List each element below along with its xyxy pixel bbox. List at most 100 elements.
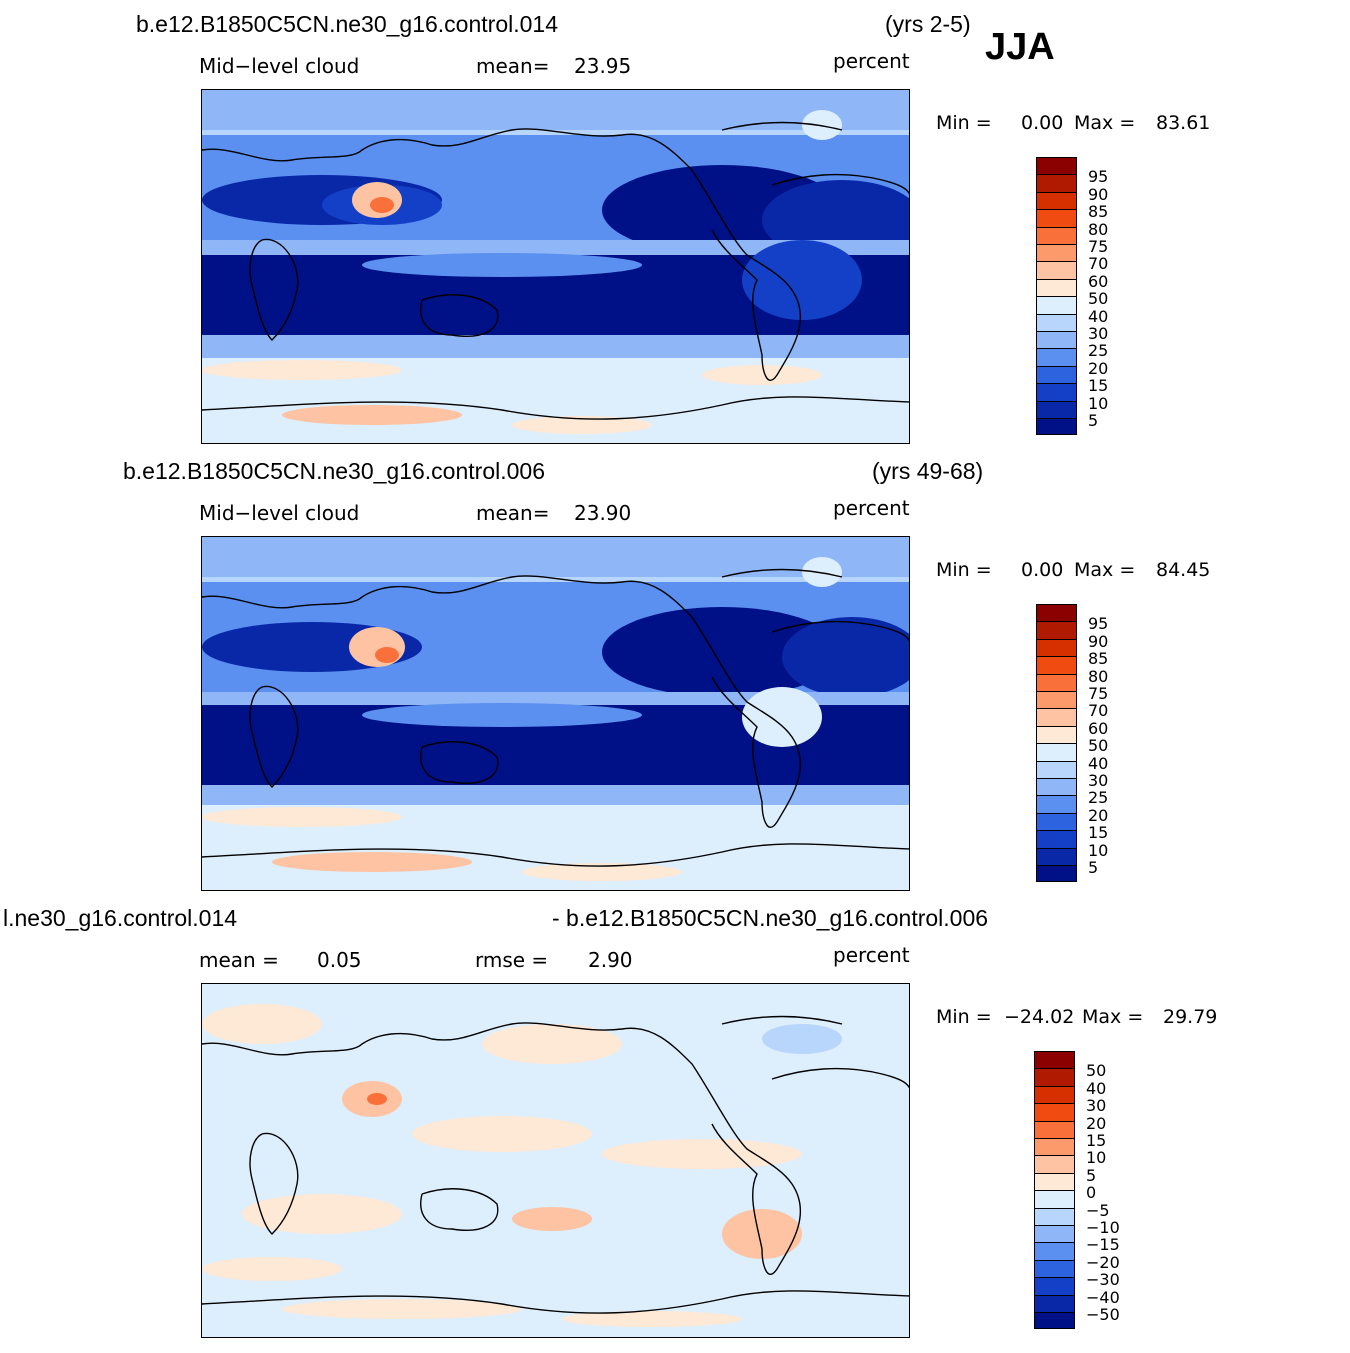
colorbar-box [1036, 174, 1076, 192]
colorbar-label: −10 [1086, 1218, 1120, 1237]
colorbar-label: −50 [1086, 1305, 1120, 1324]
colorbar-label: 50 [1088, 289, 1109, 309]
colorbar-label: 25 [1088, 341, 1109, 361]
panel3-mean-label: mean = [199, 948, 279, 972]
colorbar-box [1036, 418, 1076, 436]
colorbar-label: 30 [1088, 771, 1109, 790]
colorbar-label: −30 [1086, 1270, 1120, 1290]
colorbar-box [1034, 1190, 1074, 1208]
colorbar-label: 50 [1088, 736, 1109, 756]
panel3-diff-case: - b.e12.B1850C5CN.ne30_g16.control.006 [552, 905, 989, 931]
colorbar-label: 15 [1088, 376, 1109, 396]
colorbar-box [1036, 365, 1076, 384]
colorbar-box [1036, 865, 1076, 883]
colorbar-box [1036, 296, 1076, 314]
colorbar-label: 15 [1086, 1131, 1107, 1150]
colorbar-box [1036, 725, 1076, 744]
colorbar-box [1036, 760, 1076, 778]
colorbar-label: 85 [1088, 202, 1109, 222]
colorbar-box [1036, 778, 1076, 796]
colorbar-label: 0 [1086, 1183, 1097, 1203]
panel1-units: percent [833, 49, 910, 73]
colorbar-box [1034, 1225, 1074, 1243]
colorbar-label: 40 [1088, 753, 1109, 773]
panel2-max-label: Max = [1074, 559, 1136, 581]
colorbar-box [1034, 1120, 1074, 1138]
colorbar-box [1034, 1294, 1074, 1312]
colorbar-box [1036, 226, 1076, 244]
panel1-mean-label: mean= [476, 54, 550, 78]
panel3-units: percent [833, 943, 910, 967]
panel1-case-name: b.e12.B1850C5CN.ne30_g16.control.014 [136, 11, 558, 37]
panel3-max-value: 29.79 [1163, 1006, 1218, 1028]
colorbar-box [1036, 812, 1076, 831]
colorbar-label: 20 [1086, 1113, 1107, 1133]
colorbar-box [1034, 1155, 1074, 1173]
panel2-colorbar: 95 90 85 80 75 70 60 50 40 30 25 20 15 10 5 [1036, 604, 1108, 883]
colorbar-box [1036, 708, 1076, 726]
colorbar-box [1036, 743, 1076, 761]
colorbar-box [1036, 673, 1076, 691]
colorbar-box [1036, 795, 1076, 813]
colorbar-label: 15 [1088, 823, 1109, 843]
colorbar-label: 10 [1086, 1148, 1107, 1168]
colorbar-label: 30 [1088, 324, 1109, 343]
colorbar-box [1036, 691, 1076, 709]
colorbar-box [1034, 1207, 1074, 1225]
panel1-mean-value: 23.95 [574, 54, 632, 78]
panel2-min-label: Min = [936, 559, 992, 581]
panel3-max-label: Max = [1082, 1006, 1144, 1028]
colorbar-label: 80 [1088, 219, 1109, 239]
panel1-min-label: Min = [936, 112, 992, 134]
panel1-colorbar: 95 90 85 80 75 70 60 50 40 30 25 20 15 10 5 [1036, 157, 1108, 436]
panel3-case-name: l.ne30_g16.control.014 [3, 905, 238, 931]
colorbar-box [1034, 1277, 1074, 1295]
colorbar-box [1036, 209, 1076, 227]
colorbar-box [1036, 191, 1076, 210]
panel3-map-field [202, 984, 909, 1337]
colorbar-label: 95 [1088, 167, 1109, 187]
colorbar-label: 90 [1088, 631, 1109, 651]
colorbar-box [1034, 1312, 1074, 1330]
colorbar-label: 70 [1088, 701, 1109, 721]
panel3-map [201, 983, 910, 1338]
panel1-variable: Mid−level cloud [199, 54, 360, 78]
colorbar-box [1036, 847, 1076, 865]
panel2-case-name: b.e12.B1850C5CN.ne30_g16.control.006 [123, 458, 545, 484]
panel1-years: (yrs 2-5) [885, 11, 971, 37]
panel2-min-value: 0.00 [1021, 559, 1064, 581]
colorbar-label: 80 [1088, 666, 1109, 686]
colorbar-frame [1036, 157, 1077, 436]
panel1-max-value: 83.61 [1156, 112, 1211, 134]
panel1-map-field [202, 90, 909, 443]
colorbar-box [1034, 1068, 1074, 1086]
colorbar-label: 10 [1088, 393, 1109, 413]
colorbar-label: 50 [1086, 1061, 1107, 1081]
colorbar-box [1034, 1172, 1074, 1191]
colorbar-frame [1036, 604, 1077, 883]
colorbar-label: 90 [1088, 184, 1109, 204]
colorbar-box [1036, 261, 1076, 279]
colorbar-label: 5 [1088, 411, 1099, 430]
colorbar-label: 20 [1088, 358, 1109, 378]
panel1-map [201, 89, 910, 444]
panel3-min-label: Min = [936, 1006, 992, 1028]
colorbar-label: 30 [1086, 1096, 1107, 1116]
colorbar-label: 85 [1088, 649, 1109, 669]
colorbar-label: −20 [1086, 1252, 1120, 1272]
colorbar-box [1034, 1259, 1074, 1278]
colorbar-box [1036, 383, 1076, 401]
colorbar-label: 40 [1088, 306, 1109, 326]
panel2-variable: Mid−level cloud [199, 501, 360, 525]
colorbar-box [1036, 830, 1076, 848]
colorbar-label: −15 [1086, 1235, 1120, 1255]
season-label: JJA [985, 26, 1055, 68]
colorbar-label: 75 [1088, 237, 1109, 256]
colorbar-box [1034, 1085, 1074, 1104]
panel3-colorbar: 50 40 30 20 15 10 5 0 −5 −10 −15 −20 −30 −40 −50 [1034, 1051, 1120, 1330]
colorbar-label: 70 [1088, 254, 1109, 274]
colorbar-label: 40 [1086, 1078, 1107, 1098]
colorbar-label: 60 [1088, 718, 1109, 738]
colorbar-box [1036, 313, 1076, 331]
colorbar-box [1034, 1103, 1074, 1121]
